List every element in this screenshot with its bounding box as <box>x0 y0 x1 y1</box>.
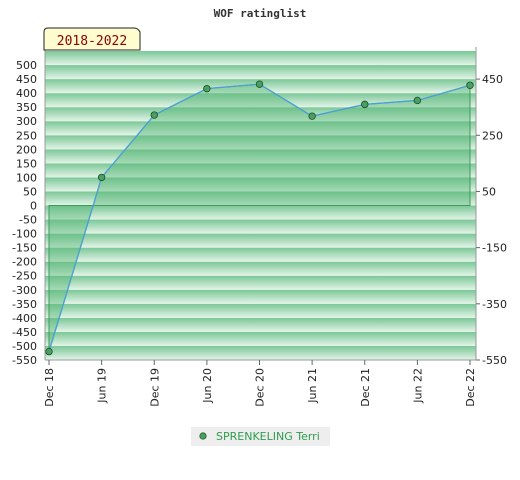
x-tick-label: Dec 21 <box>359 368 372 407</box>
grid-band <box>45 317 476 332</box>
y-left-tick-label: 400 <box>16 87 37 100</box>
y-left-tick-label: 100 <box>16 171 37 184</box>
y-left-tick-label: -300 <box>12 284 37 297</box>
y-left-tick-label: 350 <box>16 101 37 114</box>
grid-band <box>45 331 476 346</box>
y-left-tick-label: -100 <box>12 228 37 241</box>
plot-area <box>45 51 476 360</box>
data-point <box>308 112 316 120</box>
x-tick-label: Dec 22 <box>464 368 477 407</box>
grid-band <box>45 219 476 234</box>
legend-entry: SPRENKELING Terri <box>216 430 320 443</box>
x-tick-label: Jun 19 <box>96 368 109 404</box>
grid-band <box>45 303 476 318</box>
grid-band <box>45 261 476 276</box>
y-left-tick-label: 200 <box>16 143 37 156</box>
data-point <box>255 80 264 88</box>
x-tick-label: Dec 18 <box>43 368 56 407</box>
chart-title: WOF ratinglist <box>214 7 307 20</box>
grid-band <box>45 345 476 360</box>
y-left-tick-label: -500 <box>12 340 37 353</box>
legend-marker <box>199 432 207 440</box>
y-left-tick-label: -200 <box>12 256 37 269</box>
x-tick-label: Jun 21 <box>306 368 319 404</box>
y-left-tick-label: -400 <box>12 312 37 325</box>
grid-band <box>45 275 476 290</box>
period-label: 2018-2022 <box>57 34 127 49</box>
grid-band <box>45 177 476 192</box>
y-left-tick-label: 300 <box>16 115 37 128</box>
data-point <box>361 100 369 109</box>
data-point <box>45 347 53 356</box>
y-axis-left: 500450400350300250200150100500-50-100-15… <box>12 47 46 367</box>
y-left-tick-label: -150 <box>12 242 37 255</box>
y-left-tick-label: 0 <box>30 200 37 213</box>
x-tick-label: Jun 22 <box>411 368 424 404</box>
y-right-tick-label: 250 <box>482 129 503 142</box>
y-left-tick-label: 500 <box>16 59 37 72</box>
y-left-tick-label: -450 <box>12 326 37 339</box>
grid-band <box>45 289 476 304</box>
grid-band <box>45 205 476 220</box>
grid-band <box>45 149 476 164</box>
y-left-tick-label: 450 <box>16 73 37 86</box>
y-right-tick-label: 50 <box>482 185 496 198</box>
grid-band <box>45 163 476 178</box>
grid-band <box>45 135 476 150</box>
grid-band <box>45 191 476 206</box>
y-right-tick-label: -550 <box>482 354 507 367</box>
y-axis-right: 450 250 50 -150 -350 -550 <box>475 47 507 367</box>
grid-band <box>45 247 476 262</box>
legend[interactable]: SPRENKELING Terri <box>191 427 330 446</box>
data-point <box>150 111 158 119</box>
data-point <box>97 173 106 182</box>
grid-band <box>45 121 476 136</box>
y-right-tick-label: 450 <box>482 73 503 86</box>
period-badge: 2018-2022 <box>43 27 141 51</box>
x-tick-label: Dec 19 <box>148 368 161 407</box>
y-right-tick-label: -350 <box>482 298 507 311</box>
y-left-tick-label: -250 <box>12 270 37 283</box>
grid-band <box>45 51 476 66</box>
y-left-tick-label: 150 <box>16 157 37 170</box>
y-left-tick-label: 250 <box>16 129 37 142</box>
data-point <box>466 81 474 89</box>
y-left-tick-label: -550 <box>12 354 37 367</box>
data-point <box>413 96 422 105</box>
y-left-tick-label: 50 <box>23 185 37 198</box>
grid-band <box>45 65 476 80</box>
grid-band <box>45 233 476 248</box>
y-left-tick-label: -350 <box>12 298 37 311</box>
y-left-tick-label: -50 <box>19 214 37 227</box>
x-axis: Dec 18 Jun 19 Dec 19 Jun 20 Dec 20 Jun 21 Dec … <box>43 359 477 407</box>
y-right-tick-label: -150 <box>482 242 507 255</box>
x-tick-label: Jun 20 <box>201 368 214 404</box>
x-tick-label: Dec 20 <box>254 368 267 407</box>
data-point <box>203 84 211 93</box>
